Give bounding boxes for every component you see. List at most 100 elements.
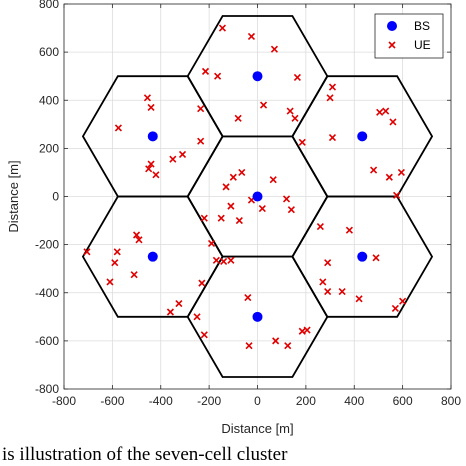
- legend-ue-label: UE: [414, 38, 431, 52]
- bs-point: [252, 311, 263, 322]
- x-tick-label: 800: [441, 394, 461, 408]
- ue-point: [391, 304, 399, 312]
- ue-point: [130, 271, 138, 279]
- ue-point-stroke: [338, 287, 346, 296]
- ue-point-stroke: [376, 108, 384, 116]
- ue-point-stroke: [399, 297, 407, 305]
- ue-point-stroke: [389, 118, 397, 126]
- ue-point: [291, 114, 299, 122]
- ue-point-stroke: [328, 133, 337, 142]
- ue-point-stroke: [207, 239, 216, 247]
- ue-point: [247, 32, 256, 41]
- y-axis: -800 -600 -400 -200 0 200 400 600 800: [35, 0, 451, 396]
- ue-point-stroke: [113, 248, 121, 256]
- ue-point: [229, 173, 237, 181]
- ue-point: [259, 101, 268, 109]
- ue-point-stroke: [135, 236, 143, 244]
- ue-point: [178, 150, 187, 158]
- y-tick-label: 600: [39, 45, 59, 59]
- x-tick-label: -600: [100, 394, 124, 408]
- ue-point-stroke: [143, 94, 152, 102]
- bs-points: [147, 71, 368, 322]
- ue-point-stroke: [319, 278, 327, 286]
- ue-point-stroke: [106, 278, 114, 286]
- ue-point: [293, 73, 301, 81]
- ue-point: [326, 94, 334, 102]
- ue-point: [193, 313, 201, 321]
- ue-point: [355, 295, 363, 303]
- ue-point-stroke: [229, 173, 237, 181]
- ue-point: [382, 107, 390, 115]
- ue-point-stroke: [197, 105, 205, 113]
- ue-point-stroke: [370, 166, 378, 174]
- x-tick-label: -200: [197, 394, 221, 408]
- ue-point: [284, 342, 292, 350]
- ue-point-stroke: [132, 231, 141, 239]
- ue-point: [235, 216, 243, 225]
- y-tick-label: -800: [35, 382, 59, 396]
- ue-point-stroke: [193, 313, 201, 321]
- ue-point-stroke: [227, 256, 235, 264]
- ue-point: [345, 226, 353, 234]
- bs-point: [357, 131, 368, 142]
- ue-point-stroke: [245, 342, 253, 350]
- ue-point: [298, 327, 306, 335]
- ue-point-stroke: [298, 138, 306, 146]
- y-tick-label: -600: [35, 334, 59, 348]
- ue-point: [286, 107, 294, 115]
- ue-point: [220, 257, 228, 266]
- ue-point: [166, 308, 174, 316]
- ue-point-stroke: [259, 101, 268, 109]
- ue-point-stroke: [214, 72, 222, 80]
- ue-point-stroke: [328, 83, 337, 91]
- ue-point: [328, 133, 337, 142]
- ue-point: [200, 331, 208, 339]
- ue-point-stroke: [147, 160, 155, 168]
- ue-point-stroke: [272, 337, 280, 345]
- x-axis-label: Distance [m]: [221, 421, 293, 436]
- ue-point-stroke: [178, 150, 187, 158]
- ue-point: [282, 195, 291, 203]
- ue-point: [324, 259, 332, 267]
- ue-point: [238, 168, 246, 177]
- x-tick-label: 600: [393, 394, 413, 408]
- ue-point: [227, 202, 235, 210]
- legend-bs-label: BS: [414, 19, 430, 33]
- ue-point: [200, 214, 208, 222]
- ue-point: [175, 300, 183, 308]
- ue-point: [389, 118, 397, 126]
- ue-point-stroke: [286, 107, 294, 115]
- ue-point-stroke: [147, 103, 155, 112]
- ue-point-stroke: [152, 171, 160, 179]
- ue-point: [324, 287, 332, 296]
- ue-point-stroke: [258, 204, 266, 213]
- y-tick-label: 400: [39, 93, 59, 107]
- ue-point: [287, 206, 295, 214]
- ue-point-stroke: [197, 137, 205, 145]
- legend: BS UE: [374, 13, 444, 59]
- ue-point-stroke: [282, 195, 291, 203]
- ue-point-stroke: [284, 342, 292, 350]
- ue-point-stroke: [316, 223, 324, 231]
- ue-point-stroke: [212, 256, 220, 264]
- ue-point: [303, 326, 311, 334]
- ue-point-stroke: [372, 254, 380, 262]
- ue-point: [114, 124, 122, 132]
- ue-point-stroke: [269, 176, 277, 184]
- ue-point-stroke: [345, 226, 353, 234]
- ue-point-stroke: [175, 300, 183, 308]
- ue-point-stroke: [200, 214, 208, 222]
- ue-point-stroke: [218, 24, 226, 32]
- ue-point: [218, 24, 226, 32]
- bs-point: [357, 251, 368, 262]
- ue-point-stroke: [291, 114, 299, 122]
- y-axis-label: Distance [m]: [6, 160, 21, 232]
- ue-point-stroke: [227, 202, 235, 210]
- ue-point-stroke: [145, 165, 153, 173]
- ue-point: [132, 231, 141, 239]
- ue-point-stroke: [391, 304, 399, 312]
- ue-point: [113, 248, 121, 256]
- ue-point: [197, 137, 205, 145]
- ue-point: [227, 256, 235, 264]
- y-tick-label: 800: [39, 0, 59, 11]
